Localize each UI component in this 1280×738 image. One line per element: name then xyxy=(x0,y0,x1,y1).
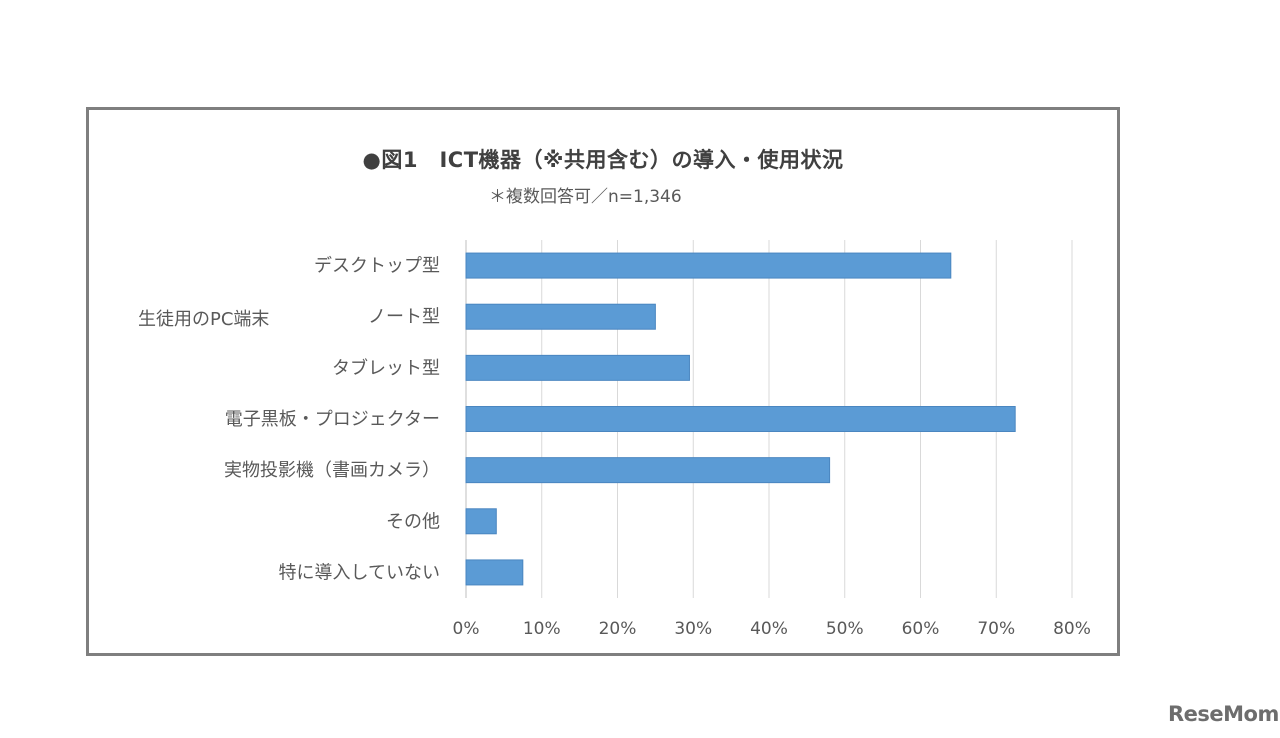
bar xyxy=(465,508,497,535)
x-tick-label: 50% xyxy=(826,619,864,639)
x-tick-label: 40% xyxy=(750,619,788,639)
category-label: デスクトップ型 xyxy=(314,256,440,277)
category-label: ノート型 xyxy=(368,307,440,328)
x-tick-label: 30% xyxy=(674,619,712,639)
x-tick-labels: 0% 10% 20% 30% 40% 50% 60% 70% 80% xyxy=(453,619,1091,639)
bars xyxy=(465,252,1016,586)
bar xyxy=(465,559,524,586)
bar xyxy=(465,457,831,484)
chart-title: ●図1 ICT機器（※共用含む）の導入・使用状況 xyxy=(362,148,844,172)
x-tick-label: 0% xyxy=(453,619,480,639)
bar xyxy=(465,354,690,381)
category-label: 実物投影機（書画カメラ） xyxy=(224,460,440,481)
chart-subtitle: ＊複数回答可／n=1,346 xyxy=(489,187,682,207)
x-tick-label: 20% xyxy=(599,619,637,639)
bar xyxy=(465,406,1016,432)
bar xyxy=(465,252,952,279)
resemom-logo: ReseMom. xyxy=(1168,702,1280,726)
bar xyxy=(465,303,656,330)
group-label-pc: 生徒用のPC端末 xyxy=(138,309,269,330)
category-label: 電子黒板・プロジェクター xyxy=(225,409,440,430)
category-labels: デスクトップ型ノート型タブレット型電子黒板・プロジェクター実物投影機（書画カメラ… xyxy=(224,256,440,584)
x-tick-label: 10% xyxy=(523,619,561,639)
chart-frame: ●図1 ICT機器（※共用含む）の導入・使用状況 ＊複数回答可／n=1,346 xyxy=(86,107,1120,656)
category-label: 特に導入していない xyxy=(279,562,440,583)
category-label: タブレット型 xyxy=(332,357,440,379)
category-label: その他 xyxy=(386,511,440,532)
x-tick-label: 70% xyxy=(977,619,1015,639)
x-tick-label: 60% xyxy=(902,619,940,639)
x-tick-label: 80% xyxy=(1053,619,1091,639)
